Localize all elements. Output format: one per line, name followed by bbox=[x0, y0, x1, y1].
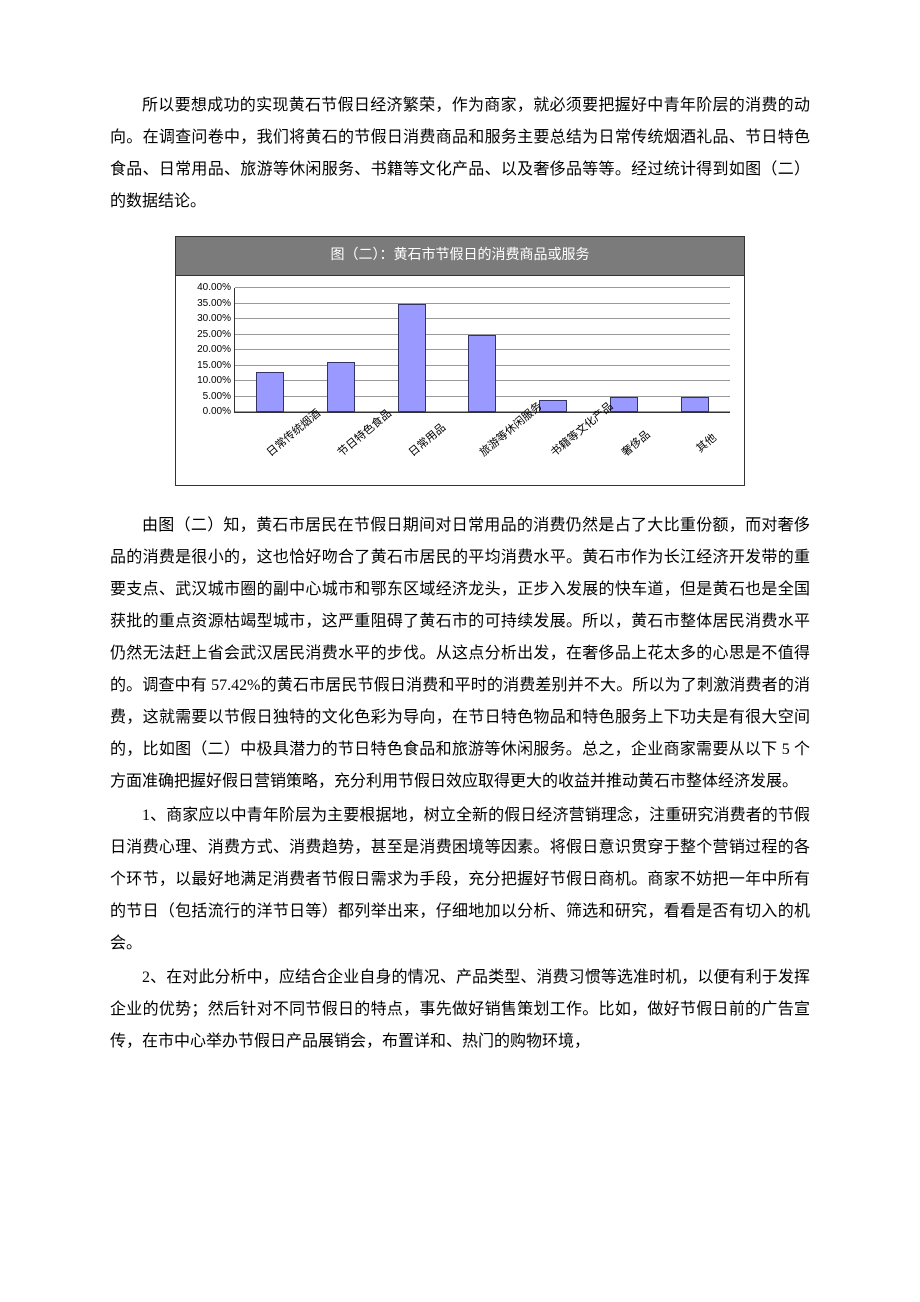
xtick-label: 其他 bbox=[687, 428, 753, 499]
xtick-label: 书籍等文化产品 bbox=[545, 428, 611, 499]
xtick-label: 日常用品 bbox=[404, 428, 470, 499]
chart-plot-area: 0.00%5.00%10.00%15.00%20.00%25.00%30.00%… bbox=[175, 276, 745, 486]
chart-title: 图（二）：黄石市节假日的消费商品或服务 bbox=[175, 236, 745, 276]
paragraph-item-1: 1、商家应以中青年阶层为主要根据地，树立全新的假日经济营销理念，注重研究消费者的… bbox=[110, 800, 810, 960]
bars-container bbox=[235, 288, 730, 412]
bar bbox=[256, 372, 284, 412]
xtick-label: 奢侈品 bbox=[616, 428, 682, 499]
ytick-label: 40.00% bbox=[197, 278, 231, 298]
bar bbox=[681, 397, 709, 413]
bar bbox=[398, 304, 426, 413]
bar bbox=[327, 362, 355, 412]
xtick-label: 日常传统烟酒 bbox=[262, 428, 328, 499]
chart-figure-2: 图（二）：黄石市节假日的消费商品或服务 0.00%5.00%10.00%15.0… bbox=[175, 236, 745, 486]
xtick-label: 旅游等休闲服务 bbox=[475, 428, 541, 499]
paragraph-item-2: 2、在对此分析中，应结合企业自身的情况、产品类型、消费习惯等选准时机，以便有利于… bbox=[110, 962, 810, 1058]
xtick-label: 节日特色食品 bbox=[333, 428, 399, 499]
paragraph-analysis: 由图（二）知，黄石市居民在节假日期间对日常用品的消费仍然是占了大比重份额，而对奢… bbox=[110, 510, 810, 798]
paragraph-intro: 所以要想成功的实现黄石节假日经济繁荣，作为商家，就必须要把握好中青年阶层的消费的… bbox=[110, 90, 810, 218]
bar bbox=[468, 335, 496, 413]
